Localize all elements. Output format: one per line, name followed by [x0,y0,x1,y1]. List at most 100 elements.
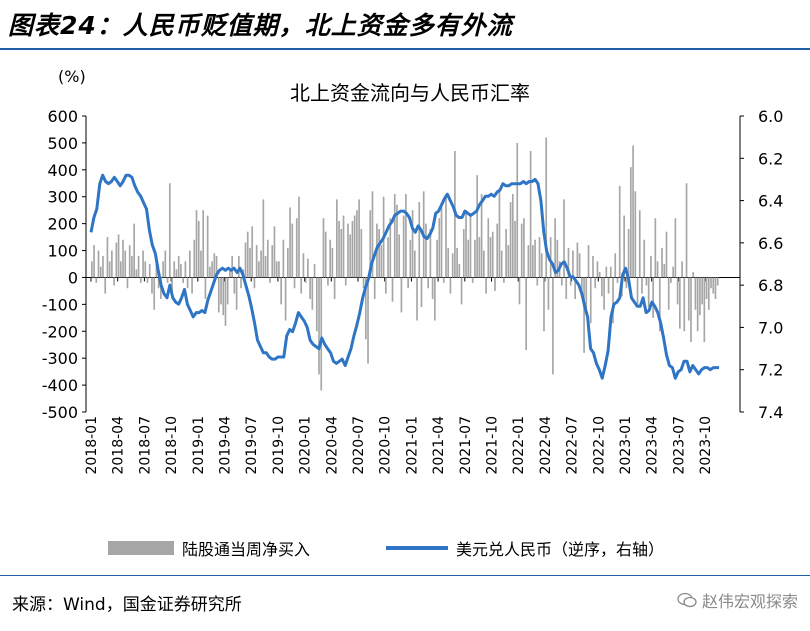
bar [665,231,668,278]
bar [146,277,149,283]
bar [238,255,240,278]
bar [213,253,216,278]
left-tick-label: 200 [47,215,78,234]
bar [563,199,565,278]
bar [478,237,481,278]
bar [342,215,345,278]
bar [525,277,527,351]
bar [222,277,225,316]
bar [300,277,303,294]
chart: 北上资金流向与人民币汇率 (%) 600 500 400 300 200 100 0 -100… [42,67,784,559]
bar [705,277,708,299]
bar [514,220,516,278]
bar [344,277,347,286]
right-tick-label: 6.0 [758,107,783,126]
bar [398,234,401,278]
bar [113,277,115,286]
bar [627,229,630,278]
right-tick-label: 7.4 [758,403,783,422]
bar [523,218,525,278]
bar [485,277,487,294]
bar [313,264,316,278]
bar [93,245,95,278]
bar [369,210,372,278]
bar [445,194,447,278]
bar [469,215,472,278]
bar [289,207,291,278]
bar [549,237,552,278]
right-tick-label: 6.8 [758,276,783,295]
bar [676,277,679,305]
bar [487,218,490,278]
bar [278,261,280,278]
bar [538,237,541,278]
bar [373,277,376,299]
bar [195,210,198,278]
bar [494,277,496,291]
x-tick-label: 2021-07 [458,416,474,475]
legend-bar-label: 陆股通当周净买入 [182,540,310,559]
bar [99,266,102,278]
bar [102,255,104,278]
bar [246,231,249,278]
bar [97,250,100,278]
bar [122,239,124,278]
bar [696,277,699,332]
bar [329,239,331,278]
bar [144,261,147,278]
left-tick-label: -100 [42,295,78,314]
x-tick-label: 2018-04 [111,416,127,475]
bar [416,277,418,321]
bar [255,245,258,278]
bar [131,255,133,278]
bar [293,277,296,289]
bar [647,277,650,308]
bar [449,277,452,294]
legend-bar-swatch [108,541,174,555]
left-tick-label: -500 [42,403,78,422]
bar [171,277,173,291]
bar [157,277,160,289]
bar [511,194,514,278]
bar [663,264,666,278]
bar [264,255,267,278]
bar [420,277,423,308]
bar [569,277,572,286]
bar [358,199,360,278]
bar [578,253,581,278]
bar [378,229,380,278]
bar [133,223,135,278]
bar [589,277,592,324]
bar [532,245,534,278]
bar [318,277,320,375]
bar [447,247,450,278]
bar [592,255,594,278]
x-tick-label: 2020-07 [351,416,367,475]
bar [231,255,233,278]
bar [645,277,648,286]
bar [204,277,207,299]
bar [168,183,171,278]
bar [162,261,164,278]
bar [625,277,628,289]
bar [396,204,398,278]
bar [594,277,597,289]
bar [315,277,318,332]
bar [360,229,363,278]
bar [616,277,619,283]
bar [380,245,383,278]
bar [253,277,256,289]
bar [574,277,576,299]
bar [712,277,715,294]
bar [601,277,603,297]
bar [509,202,512,278]
bar [707,277,710,310]
bar [636,277,639,305]
right-tick-label: 6.2 [758,149,783,168]
bar [166,277,169,283]
bar [687,277,690,321]
bar [516,142,519,278]
bar [336,199,338,278]
usdcny-line [89,173,720,380]
bar [233,277,236,294]
